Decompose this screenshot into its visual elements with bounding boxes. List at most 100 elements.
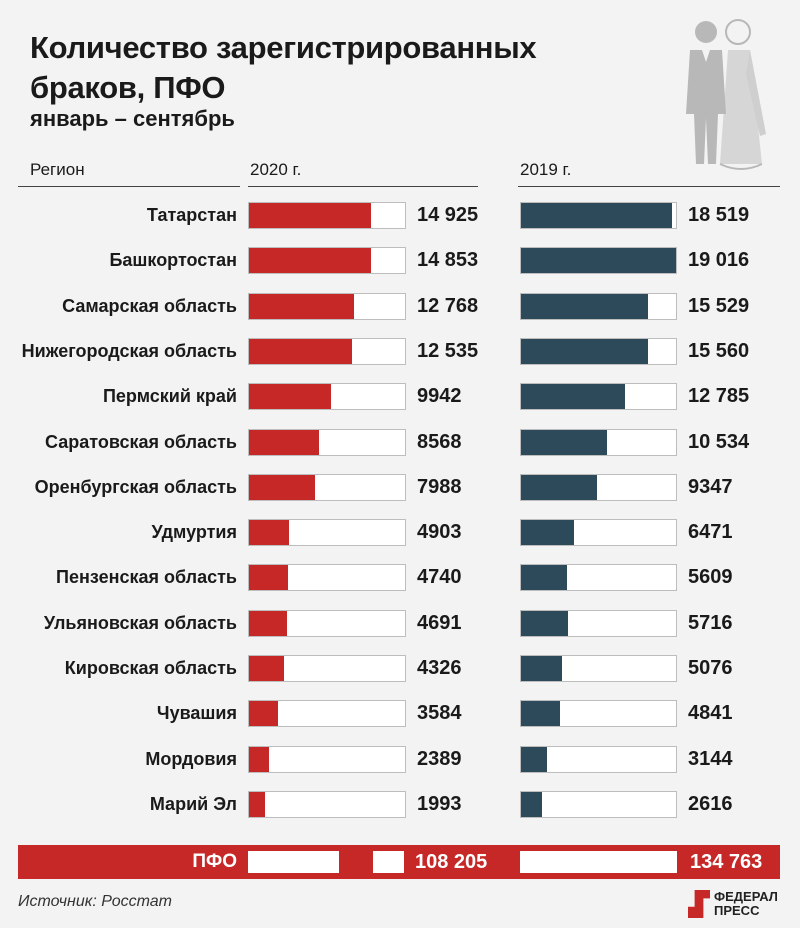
value-label-bar-2019: 5609	[688, 566, 733, 589]
bar-2020-fill	[249, 746, 269, 772]
table-row: Пензенская область 4740 5609	[0, 562, 800, 592]
value-label-bar-2019: 19 016	[688, 249, 750, 272]
value-label-bar-2020: 14 853	[417, 249, 479, 272]
bar-2019-track	[520, 428, 677, 456]
bar-2020-track	[248, 564, 406, 592]
chart-subtitle: январь – сентябрь	[30, 106, 235, 131]
bar-2019-fill	[521, 701, 561, 727]
total-bar-2020-fill	[338, 851, 374, 873]
bar-2019-track	[520, 655, 677, 682]
bar-2020-track	[248, 790, 406, 818]
logo-line-2: ПРЕСС	[714, 903, 760, 918]
bar-2019-fill	[521, 293, 648, 319]
value-label-bar-2019: 12 785	[688, 385, 750, 408]
total-bar-2019	[520, 851, 677, 873]
value-label-bar-2020: 4326	[417, 657, 462, 679]
table-row: Кировская область 4326 5076	[0, 653, 800, 683]
bar-2019-fill	[521, 656, 563, 681]
bar-2020-fill	[249, 384, 331, 410]
bar-2020-fill	[249, 474, 315, 500]
bar-2020-fill	[249, 248, 371, 274]
bar-2020-track	[248, 202, 406, 229]
bar-2020-track	[248, 473, 406, 501]
bar-2020-fill	[249, 701, 279, 727]
value-label-bar-2019: 5076	[688, 657, 733, 679]
region-label: Кировская область	[64, 658, 237, 678]
value-label-bar-2020: 2389	[417, 747, 462, 770]
value-label-bar-2020: 8568	[417, 430, 462, 453]
bar-2020-track	[248, 655, 406, 682]
bar-2020-track	[248, 609, 406, 637]
value-label-bar-2020: 4691	[417, 611, 462, 634]
bar-2020-track	[248, 700, 406, 728]
total-bar-2020	[248, 851, 404, 873]
bar-2020-fill	[249, 203, 372, 228]
value-label-bar-2019: 10 534	[688, 430, 750, 453]
region-label: Марий Эл	[149, 793, 237, 814]
value-label-bar-2020: 1993	[417, 792, 462, 815]
value-label-bar-2019: 15 529	[688, 294, 750, 317]
value-label-bar-2019: 9347	[688, 475, 733, 498]
value-label-bar-2019: 6471	[688, 521, 733, 544]
bar-2020-fill	[249, 565, 288, 591]
table-row: Ульяновская область 4691 5716	[0, 608, 800, 638]
source-note: Источник: Росстат	[18, 893, 172, 910]
total-label: ПФО	[192, 851, 237, 872]
bar-2020-track	[248, 292, 406, 320]
table-row: Удмуртия 4903 6471	[0, 517, 800, 547]
bar-2020-track	[248, 745, 406, 773]
table-row: Самарская область 12 768 15 529	[0, 291, 800, 321]
wedding-couple-icon	[686, 19, 766, 170]
region-label: Самарская область	[62, 295, 237, 316]
bar-2019-track	[520, 383, 677, 411]
value-label-bar-2019: 18 519	[688, 204, 750, 226]
table-row: Пермский край 9942 12 785	[0, 381, 800, 411]
value-label-bar-2019: 15 560	[688, 339, 750, 362]
logo-mark-icon	[688, 890, 710, 918]
bar-2019-fill	[521, 746, 547, 772]
value-label-bar-2020: 4903	[417, 521, 462, 544]
table-row: Чувашия 3584 4841	[0, 698, 800, 728]
bar-2020-fill	[249, 791, 266, 817]
bar-2019-fill	[521, 429, 607, 455]
bar-2020-track	[248, 337, 406, 365]
table-row: Мордовия 2389 3144	[0, 744, 800, 774]
header-divider-2020	[248, 186, 478, 187]
chart-title: Количество зарегистрированных браков, ПФ…	[30, 30, 537, 105]
bar-2020-fill	[249, 656, 285, 681]
bar-2019-fill	[521, 203, 672, 228]
region-column-header: Регион	[30, 160, 85, 179]
bar-2019-track	[520, 202, 677, 229]
bar-2020-fill	[249, 520, 290, 546]
bar-2019-track	[520, 564, 677, 592]
bar-2019-track	[520, 745, 677, 773]
table-row: Оренбургская область 7988 9347	[0, 472, 800, 502]
series-2019-header: 2019 г.	[520, 160, 572, 179]
bar-2020-track	[248, 247, 406, 275]
bar-2020-fill	[249, 338, 352, 364]
region-label: Татарстан	[146, 205, 237, 225]
value-label-bar-2020: 12 768	[417, 294, 479, 317]
region-label: Нижегородская область	[21, 340, 237, 361]
region-label: Ульяновская область	[43, 612, 237, 633]
region-label: Пензенская область	[56, 567, 237, 588]
region-label: Пермский край	[102, 386, 237, 407]
bar-2020-fill	[249, 610, 288, 636]
bar-2020-track	[248, 519, 406, 547]
bar-2019-fill	[521, 384, 626, 410]
bar-2019-fill	[521, 791, 543, 817]
header-divider-region	[18, 186, 240, 187]
federal-press-logo: ФЕДЕРАЛ ПРЕСС	[688, 888, 783, 922]
region-label: Удмуртия	[151, 522, 237, 543]
bar-2019-track	[520, 337, 677, 365]
bar-2019-fill	[521, 565, 567, 591]
value-label-bar-2019: 3144	[688, 747, 733, 770]
value-label-bar-2020: 4740	[417, 566, 462, 589]
region-label: Башкортостан	[109, 250, 237, 271]
value-label-bar-2020: 12 535	[417, 339, 479, 362]
value-label-bar-2020: 3584	[417, 702, 462, 725]
region-label: Саратовская область	[45, 431, 237, 452]
bar-2019-fill	[521, 248, 676, 274]
bar-2019-track	[520, 519, 677, 547]
bar-2019-track	[520, 790, 677, 818]
